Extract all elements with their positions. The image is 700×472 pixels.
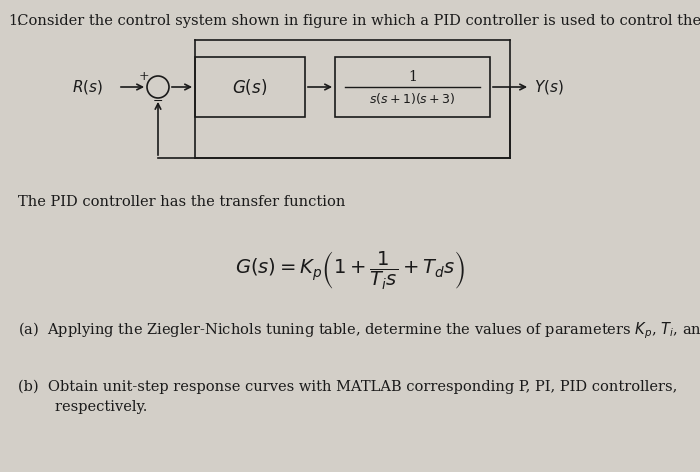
Text: $R(s)$: $R(s)$ (72, 78, 103, 96)
FancyBboxPatch shape (335, 57, 490, 117)
Text: Consider the control system shown in figure in which a PID controller is used to: Consider the control system shown in fig… (8, 14, 700, 28)
Text: $G(s)$: $G(s)$ (232, 77, 267, 97)
Text: respectively.: respectively. (18, 400, 148, 414)
Text: $G(s) = K_p\left(1 + \dfrac{1}{T_i s} + T_d s\right)$: $G(s) = K_p\left(1 + \dfrac{1}{T_i s} + … (234, 249, 466, 291)
Text: −: − (153, 94, 163, 108)
Text: (a)  Applying the Ziegler-Nichols tuning table, determine the values of paramete: (a) Applying the Ziegler-Nichols tuning … (18, 320, 700, 341)
Text: $s(s+1)(s+3)$: $s(s+1)(s+3)$ (369, 92, 456, 107)
FancyBboxPatch shape (195, 57, 305, 117)
Text: (b)  Obtain unit-step response curves with MATLAB corresponding P, PI, PID contr: (b) Obtain unit-step response curves wit… (18, 380, 678, 395)
Text: The PID controller has the transfer function: The PID controller has the transfer func… (18, 195, 345, 209)
Text: $Y(s)$: $Y(s)$ (534, 78, 564, 96)
Text: +: + (139, 69, 149, 83)
Text: 1.: 1. (8, 14, 22, 28)
Text: 1: 1 (408, 70, 417, 84)
